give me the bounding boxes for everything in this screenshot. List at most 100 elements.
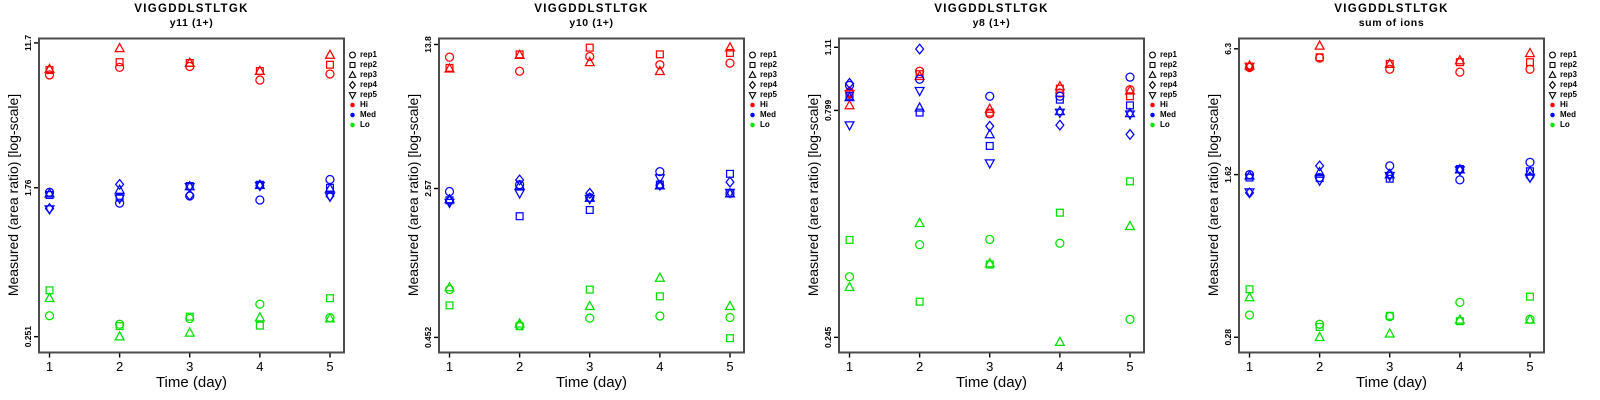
- y-tick-label: 0.28: [1223, 329, 1233, 346]
- triangle-icon: [1148, 70, 1157, 78]
- data-point: [1454, 163, 1466, 174]
- legend-label: Hi: [1160, 100, 1168, 109]
- plot-legend: rep1 rep2 rep3 rep4 rep5 Hi Med Lo: [347, 50, 399, 130]
- dot-icon: [1150, 112, 1155, 118]
- data-point: [725, 334, 735, 343]
- dot-icon: [1550, 102, 1555, 108]
- data-point: [184, 326, 196, 337]
- data-point: [1055, 95, 1064, 104]
- data-point: [1454, 166, 1466, 177]
- square-glyph: [1149, 61, 1156, 69]
- data-point: [1384, 171, 1396, 182]
- legend-label: rep4: [1160, 80, 1177, 89]
- data-point: [915, 297, 924, 306]
- legend-label: rep3: [760, 70, 777, 79]
- plot-legend: rep1 rep2 rep3 rep4 rep5 Hi Med Lo: [1147, 50, 1199, 130]
- data-point: [1054, 80, 1066, 91]
- legend-label: rep5: [760, 90, 777, 99]
- data-point: [1125, 128, 1135, 141]
- diamond-icon: [348, 80, 357, 90]
- plot-legend: rep1 rep2 rep3 rep4 rep5 Hi Med Lo: [1547, 50, 1599, 130]
- dot-icon: [350, 112, 355, 118]
- data-point: [915, 108, 924, 117]
- triangle-glyph: [1148, 70, 1157, 78]
- square-glyph: [1549, 61, 1556, 69]
- legend-item-rep2: rep2: [1547, 60, 1599, 70]
- dot-glyph: [350, 102, 355, 108]
- data-point: [1244, 310, 1255, 320]
- x-axis-label: Time (day): [155, 374, 228, 391]
- dot-glyph: [750, 112, 755, 118]
- data-point: [844, 91, 855, 102]
- circle-icon: [1549, 51, 1556, 59]
- y-tick-label: 0.452: [423, 327, 433, 349]
- triangle-down-glyph: [348, 92, 357, 100]
- data-point: [1055, 119, 1065, 131]
- data-point: [914, 101, 926, 112]
- dot-icon: [750, 122, 755, 128]
- data-point: [1314, 166, 1326, 177]
- y-tick-label: 1.76: [23, 179, 33, 196]
- dot-glyph: [1150, 122, 1155, 128]
- data-point: [1055, 208, 1064, 217]
- data-point: [1454, 54, 1466, 65]
- data-point: [1124, 110, 1136, 121]
- data-point: [844, 121, 855, 132]
- legend-label: Med: [360, 110, 376, 119]
- y-tick-label: 0.245: [823, 326, 833, 348]
- data-point: [1455, 297, 1465, 307]
- legend-item-Med: Med: [1147, 110, 1199, 120]
- data-point: [515, 212, 524, 221]
- data-point: [115, 198, 125, 208]
- data-point: [985, 234, 995, 245]
- data-point: [844, 77, 855, 90]
- data-point: [444, 52, 455, 62]
- x-tick-label: 4: [1056, 359, 1063, 374]
- legend-label: rep1: [1560, 50, 1577, 59]
- legend-label: rep4: [360, 80, 377, 89]
- circle-icon: [749, 51, 756, 59]
- data-point: [1314, 39, 1326, 50]
- x-axis-label: Time (day): [555, 374, 628, 391]
- data-point: [255, 75, 265, 85]
- data-point: [655, 166, 665, 177]
- data-point: [1384, 327, 1396, 338]
- legend-item-rep5: rep5: [347, 90, 399, 100]
- plot-area: 6.3 1.62 0.28 1 2 3 4 5: [1223, 37, 1545, 374]
- square-icon: [1549, 61, 1556, 69]
- plot-area: 1.11 0.799 0.245 1 2 3 4 5: [823, 37, 1145, 374]
- data-point: [1525, 157, 1535, 167]
- plot-title: VIGGDDLSTLTGK: [1334, 3, 1449, 15]
- diamond-icon: [748, 80, 757, 90]
- legend-item-rep2: rep2: [1147, 60, 1199, 70]
- triangle-icon: [748, 70, 757, 78]
- legend-item-Med: Med: [1547, 110, 1599, 120]
- dot-glyph: [350, 112, 355, 118]
- data-point: [985, 141, 994, 150]
- diamond-glyph: [748, 80, 757, 90]
- legend-label: rep3: [1160, 70, 1177, 79]
- legend-label: rep1: [760, 50, 777, 59]
- data-point: [114, 178, 125, 191]
- data-point: [1385, 311, 1394, 320]
- legend-item-rep4: rep4: [1547, 80, 1599, 90]
- data-point: [514, 179, 526, 190]
- dot-icon: [350, 122, 355, 128]
- dot-icon: [750, 102, 755, 108]
- legend-label: Lo: [760, 120, 770, 129]
- legend-label: Hi: [360, 100, 368, 109]
- data-point: [585, 187, 595, 200]
- y-tick-label: 11.7: [23, 35, 33, 51]
- data-point: [1125, 72, 1135, 82]
- x-tick-label: 2: [116, 359, 123, 374]
- dot-glyph: [1150, 102, 1155, 108]
- data-point: [655, 50, 664, 59]
- data-point: [514, 317, 526, 328]
- legend-item-rep2: rep2: [747, 60, 799, 70]
- legend-label: rep5: [360, 90, 377, 99]
- data-point: [1055, 238, 1065, 248]
- legend-item-rep4: rep4: [1147, 80, 1199, 90]
- plot-box: [1238, 37, 1545, 354]
- data-point: [724, 300, 736, 311]
